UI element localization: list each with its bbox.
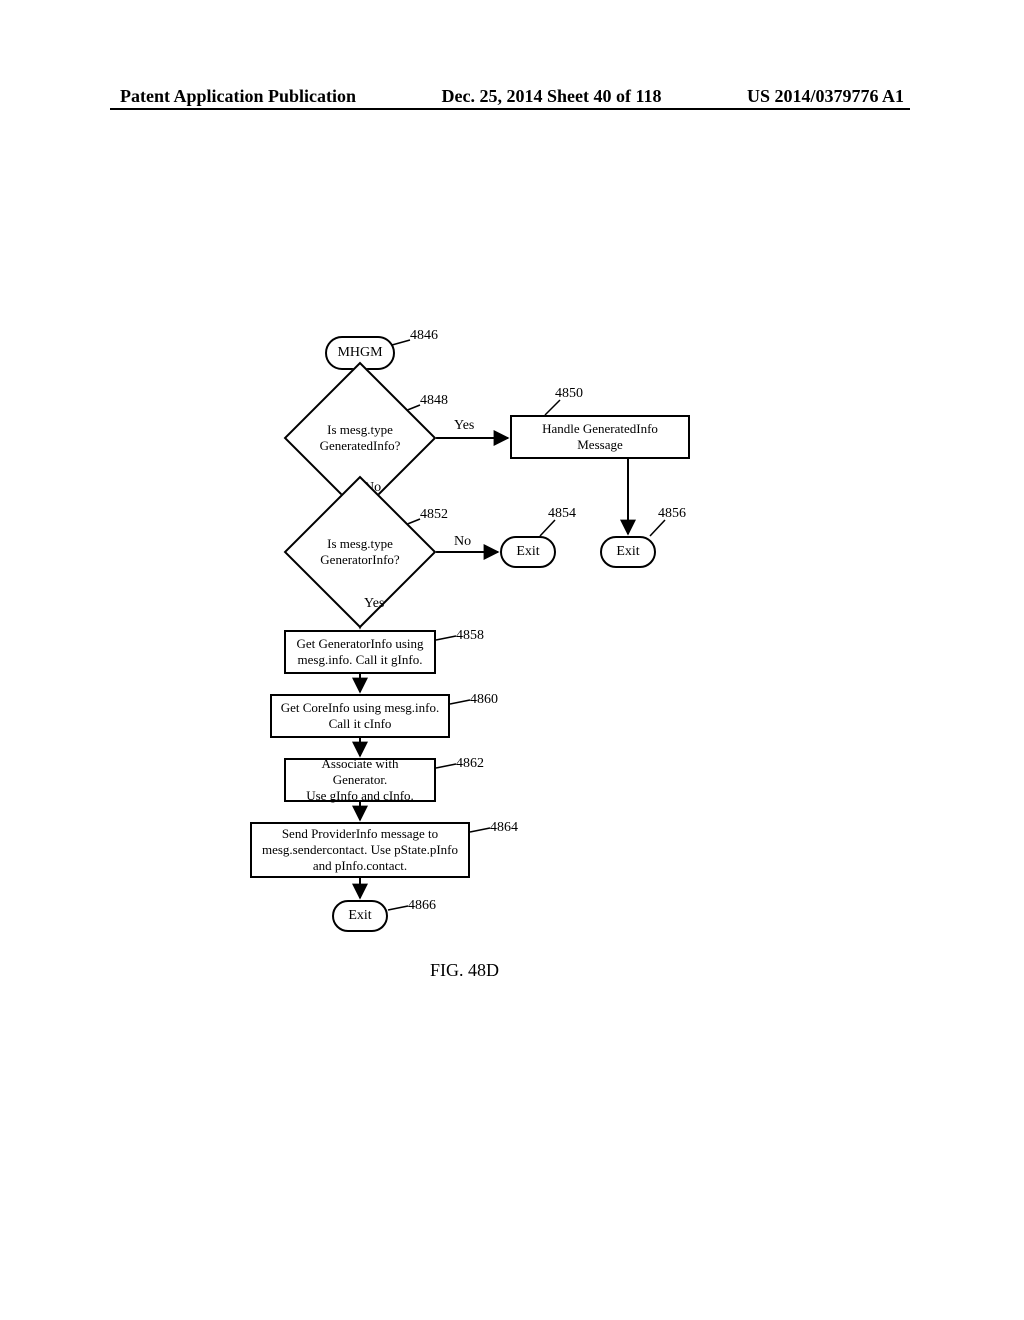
ref-4846: 4846: [410, 328, 438, 344]
edge-d1-yes: Yes: [454, 418, 474, 434]
ref-4866: 4866: [408, 898, 436, 914]
node-exit3-label: Exit: [348, 908, 371, 924]
ref-4858: 4858: [456, 628, 484, 644]
node-cinfo: Get CoreInfo using mesg.info. Call it cI…: [270, 694, 450, 738]
edge-d2-no: No: [454, 534, 471, 550]
node-cinfo-label: Get CoreInfo using mesg.info. Call it cI…: [281, 700, 440, 733]
ref-4856: 4856: [658, 506, 686, 522]
node-send-label: Send ProviderInfo message to mesg.sender…: [262, 826, 458, 875]
ref-4860: 4860: [470, 692, 498, 708]
node-exit1-label: Exit: [516, 544, 539, 560]
node-start-label: MHGM: [337, 345, 382, 361]
page: Patent Application Publication Dec. 25, …: [0, 0, 1024, 1320]
node-ginfo: Get GeneratorInfo using mesg.info. Call …: [284, 630, 436, 674]
node-assoc: Associate with Generator. Use gInfo and …: [284, 758, 436, 802]
ref-4854: 4854: [548, 506, 576, 522]
figure-caption: FIG. 48D: [430, 960, 499, 981]
ref-4864: 4864: [490, 820, 518, 836]
ref-4852: 4852: [420, 507, 448, 523]
node-ginfo-label: Get GeneratorInfo using mesg.info. Call …: [296, 636, 423, 669]
node-d2: [284, 476, 437, 629]
node-exit2: Exit: [600, 536, 656, 568]
node-exit2-label: Exit: [616, 544, 639, 560]
node-exit1: Exit: [500, 536, 556, 568]
flowchart: MHGM 4846 Is mesg.type GeneratedInfo? 48…: [0, 0, 1024, 1320]
node-assoc-label: Associate with Generator. Use gInfo and …: [294, 756, 426, 805]
node-send: Send ProviderInfo message to mesg.sender…: [250, 822, 470, 878]
node-handle-label: Handle GeneratedInfo Message: [520, 421, 680, 454]
ref-4850: 4850: [555, 386, 583, 402]
node-exit3: Exit: [332, 900, 388, 932]
node-handle: Handle GeneratedInfo Message: [510, 415, 690, 459]
ref-4848: 4848: [420, 393, 448, 409]
edge-d2-yes: Yes: [364, 596, 384, 612]
ref-4862: 4862: [456, 756, 484, 772]
